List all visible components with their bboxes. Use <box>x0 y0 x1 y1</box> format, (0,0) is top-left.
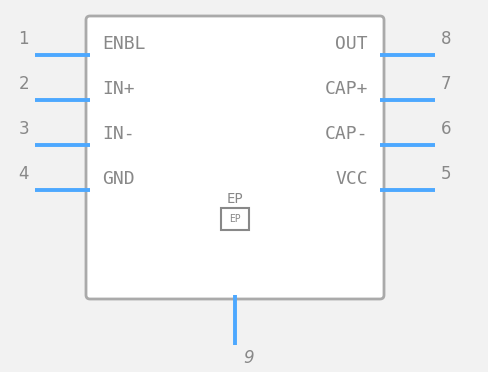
Text: 1: 1 <box>19 30 29 48</box>
Text: IN-: IN- <box>102 125 135 143</box>
Text: ENBL: ENBL <box>102 35 145 53</box>
Text: OUT: OUT <box>335 35 368 53</box>
Text: 3: 3 <box>19 120 29 138</box>
Text: CAP-: CAP- <box>325 125 368 143</box>
FancyBboxPatch shape <box>86 16 384 299</box>
Text: GND: GND <box>102 170 135 188</box>
Text: 2: 2 <box>19 75 29 93</box>
Text: VCC: VCC <box>335 170 368 188</box>
Text: 5: 5 <box>441 165 451 183</box>
Bar <box>221 208 249 230</box>
Text: EP: EP <box>229 214 241 224</box>
Text: CAP+: CAP+ <box>325 80 368 98</box>
Text: 9: 9 <box>243 349 254 367</box>
Text: EP: EP <box>226 192 244 206</box>
Text: 4: 4 <box>19 165 29 183</box>
Text: IN+: IN+ <box>102 80 135 98</box>
Text: 6: 6 <box>441 120 451 138</box>
Text: 8: 8 <box>441 30 451 48</box>
Text: 7: 7 <box>441 75 451 93</box>
